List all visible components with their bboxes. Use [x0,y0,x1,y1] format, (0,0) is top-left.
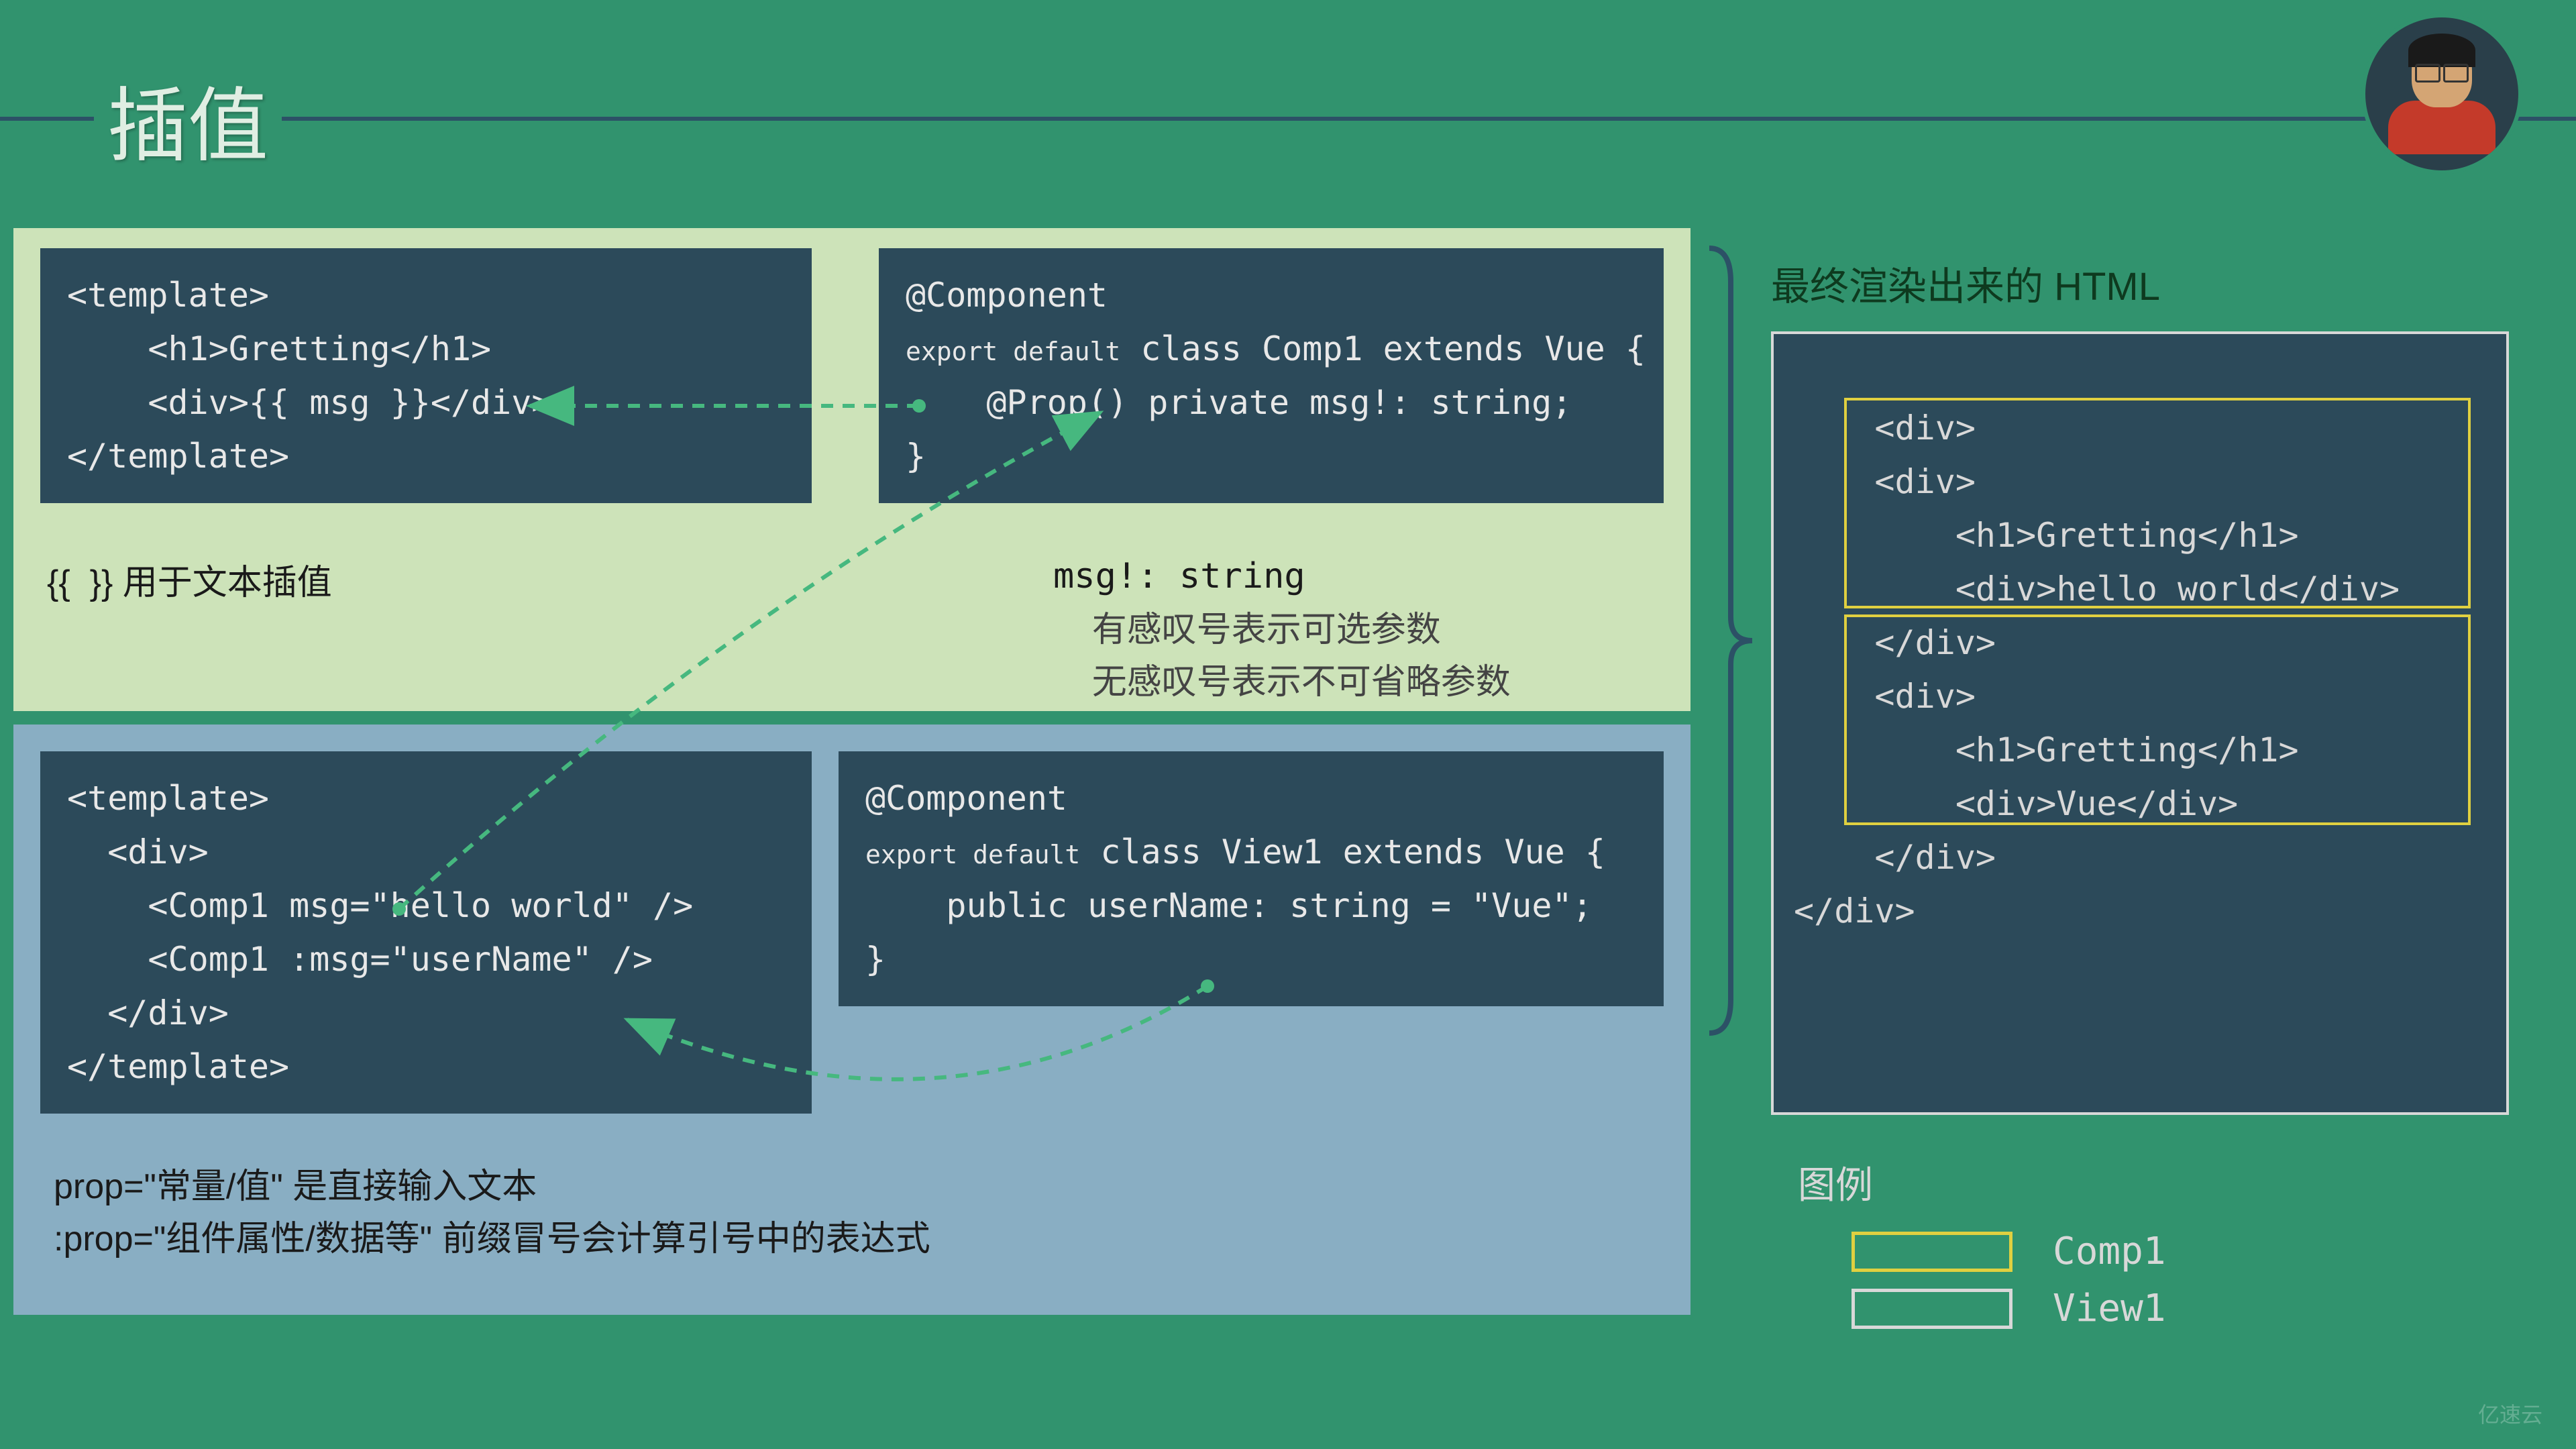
title-line-right [282,117,2576,121]
code-line: class View1 extends Vue { [1080,833,1605,871]
top-component-code: @Component export default class Comp1 ex… [879,248,1664,503]
code-line: export default [906,337,1120,366]
title-line-left [0,117,94,121]
legend-label-comp1: Comp1 [2053,1230,2166,1273]
code-line: } [865,940,885,979]
code-line: } [906,437,926,476]
brace-connector [1704,241,1758,1040]
bottom-note: prop="常量/值" 是直接输入文本 :prop="组件属性/数据等" 前缀冒… [54,1161,930,1265]
top-template-code: <template> <h1>Gretting</h1> <div>{{ msg… [40,248,812,503]
right-panel-title: 最终渲染出来的 HTML [1771,255,2509,311]
comp1-highlight-1 [1844,398,2471,608]
presenter-avatar [2361,13,2522,174]
legend-swatch-view1 [1851,1289,2012,1329]
watermark: 亿速云 [2478,1398,2542,1429]
page-title: 插值 [94,60,282,177]
code-line: @Component [906,276,1108,315]
code-line: @Component [865,779,1067,818]
legend-row-comp1: Comp1 [1851,1230,2509,1273]
code-line: class Comp1 extends Vue { [1120,329,1646,368]
top-note-right-body: 有感叹号表示可选参数 无感叹号表示不可省略参数 [1053,604,1511,708]
bottom-component-code: @Component export default class View1 ex… [839,751,1664,1006]
title-bar: 插值 [0,60,2576,177]
comp1-highlight-2 [1844,614,2471,825]
legend: 图例 Comp1 View1 [1771,1155,2509,1330]
code-line: @Prop() private msg!: string; [906,383,1572,422]
right-panel: 最终渲染出来的 HTML <div> <div> <h1>Gretting</h… [1771,255,2509,1344]
html-output: <div> <div> <h1>Gretting</h1> <div>hello… [1771,331,2509,1115]
legend-label-view1: View1 [2053,1287,2166,1330]
bottom-section: <template> <div> <Comp1 msg="hello world… [13,724,1690,1315]
legend-title: 图例 [1798,1155,2509,1210]
top-note-right-title: msg!: string [1053,550,1305,602]
bottom-template-code: <template> <div> <Comp1 msg="hello world… [40,751,812,1114]
code-line: public userName: string = "Vue"; [865,886,1593,925]
legend-row-view1: View1 [1851,1287,2509,1330]
code-line: export default [865,840,1080,869]
top-note-left: {{ }} 用于文本插值 [47,557,332,609]
top-section: <template> <h1>Gretting</h1> <div>{{ msg… [13,228,1690,711]
legend-swatch-comp1 [1851,1232,2012,1272]
